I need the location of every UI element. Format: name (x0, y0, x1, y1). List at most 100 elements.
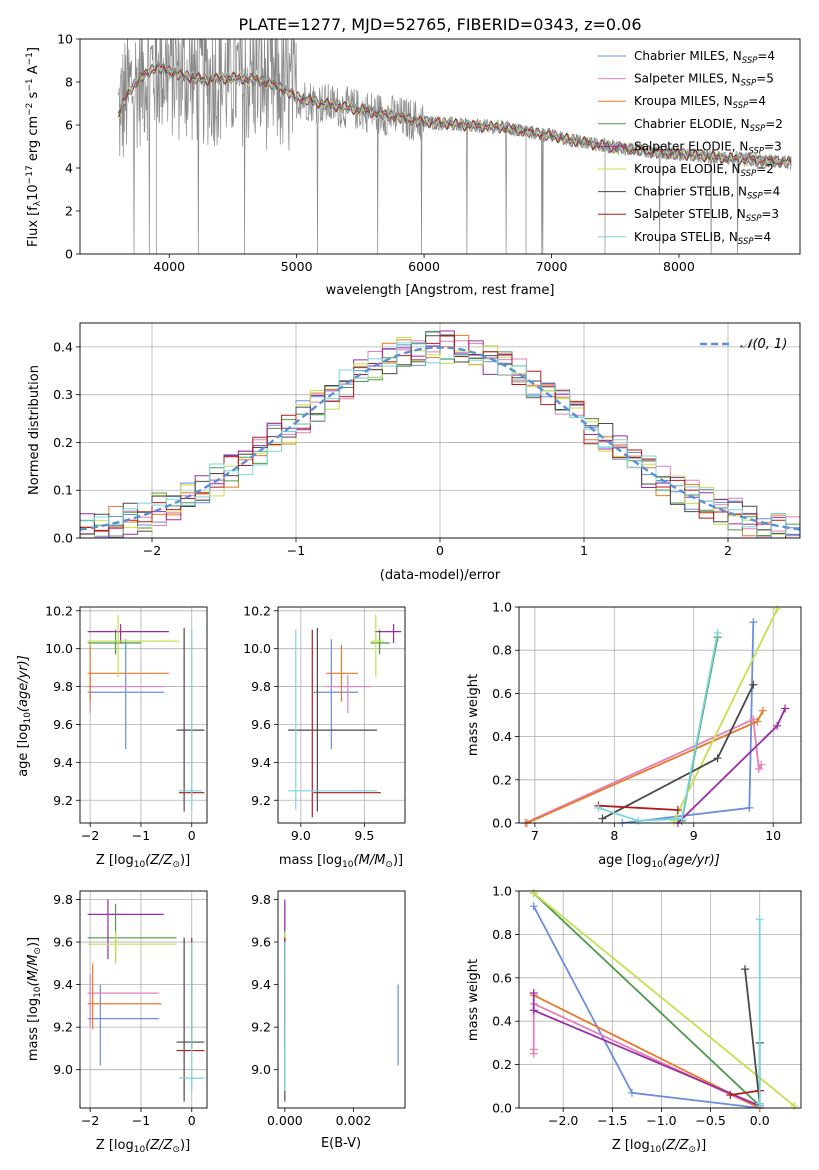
y-tick-label: 9.8 (53, 679, 73, 694)
y-tick-label: 0.2 (492, 772, 512, 787)
legend-label-post: =3 (761, 207, 779, 221)
legend-label-pre: Kroupa STELIB, N (634, 230, 738, 244)
y-tick-label: 9.0 (251, 1062, 271, 1077)
y-tick-label: 0.4 (492, 1014, 512, 1029)
y-tick-label: 10.2 (243, 603, 271, 618)
x-tick-label: 0 (436, 543, 444, 558)
mass-x-label: mass [log10(M/M⊙)] (279, 853, 403, 870)
y-tick-label: 9.6 (251, 717, 271, 732)
y-tick-label: 0.2 (492, 1057, 512, 1072)
mw-marker-salpeter_miles (754, 765, 763, 773)
y-tick-label: 9.8 (251, 679, 271, 694)
y-tick-label: 10 (57, 32, 73, 47)
legend-label-kroupa_stelib: Kroupa STELIB, NSSP=4 (634, 230, 771, 247)
y-tick-label: 0.4 (492, 729, 512, 744)
y-tick-label: 0 (65, 247, 73, 262)
legend-label-kroupa_miles: Kroupa MILES, NSSP=4 (634, 94, 766, 111)
y-tick-label: 4 (65, 161, 73, 176)
x-tick-label: 5000 (281, 259, 313, 274)
y-tick-label: 0.0 (53, 531, 73, 546)
mw-marker-kroupa_stelib (677, 814, 686, 823)
mw-series-salpeter_miles (525, 717, 763, 824)
legend-label-post: =4 (763, 185, 781, 199)
x-tick-label: −1.0 (646, 1113, 676, 1128)
legend-label-kroupa_elodie: Kroupa ELODIE, NSSP=2 (634, 162, 774, 179)
y-tick-label: 9.2 (251, 1020, 271, 1035)
mass-y-label: mass [log10(M/M⊙)] (26, 937, 43, 1061)
y-tick-label: 9.2 (53, 1020, 73, 1035)
residuals-panel: −2 −1 0 1 2 0.0 0.1 0.2 0.3 0.4 𝒩(0, 1) (53, 322, 801, 558)
y-tick-label: 0.3 (53, 387, 73, 402)
y-tick-label: 0.2 (53, 435, 73, 450)
legend-label-pre: Salpeter STELIB, N (634, 207, 746, 221)
y-tick-label: 9.4 (53, 755, 73, 770)
x-tick-label: −1 (287, 543, 305, 558)
mw-marker-salpeter_elodie (773, 721, 782, 730)
y-tick-label: 9.6 (53, 935, 73, 950)
y-tick-label: 0.6 (492, 970, 512, 985)
y-tick-label: 9.0 (53, 1062, 73, 1077)
y-tick-label: 1.0 (492, 884, 512, 899)
mw-series-chabrier_stelib (744, 969, 761, 1104)
x-tick-label: 7 (531, 828, 539, 843)
mw-marker-kroupa_elodie (773, 605, 782, 614)
mass-vs-EBV-panel: 0.000 0.002 9.0 9.2 9.4 9.6 9.8 (251, 890, 406, 1128)
x-tick-label: −2 (143, 543, 161, 558)
legend-label-sub: SSP (750, 124, 766, 134)
legend-label-salpeter_miles: Salpeter MILES, NSSP=5 (634, 72, 774, 89)
mw-marker-kroupa_miles (758, 706, 767, 715)
mw-marker-kroupa_elodie (790, 1101, 799, 1110)
mw-marker-kroupa_stelib (755, 1101, 764, 1110)
y-tick-label: 0.0 (492, 1101, 512, 1116)
axes-frame (79, 890, 208, 1109)
legend-label-post: =3 (764, 139, 782, 153)
mw-marker-kroupa_elodie (529, 889, 538, 898)
legend-label-post: =4 (754, 230, 772, 244)
x-tick-label: 0.000 (267, 1113, 303, 1128)
Z-x-label-3: Z [log10(Z/Z⊙)] (612, 1138, 706, 1155)
residual-plot (80, 330, 800, 538)
legend-label-sub: SSP (746, 214, 762, 224)
mw-series-salpeter_stelib (598, 804, 678, 811)
mw-marker-kroupa_elodie (669, 816, 678, 825)
x-tick-label: 2 (724, 543, 732, 558)
histogram-kroupa_stelib (80, 342, 800, 538)
legend-label-pre: Chabrier MILES, N (634, 49, 742, 63)
legend-label-sub: SSP (748, 146, 764, 156)
x-tick-label: 10 (765, 828, 781, 843)
x-tick-label: 7000 (536, 259, 568, 274)
y-tick-label: 9.4 (251, 977, 271, 992)
y-tick-label: 9.6 (53, 717, 73, 732)
mw-marker-chabrier_miles (749, 618, 758, 627)
axes-frame (277, 606, 406, 824)
y-tick-label: 9.2 (251, 793, 271, 808)
y-tick-label: 9.4 (53, 977, 73, 992)
y-tick-label: 9.6 (251, 935, 271, 950)
legend-label-sub: SSP (747, 192, 763, 202)
legend-label-chabrier_elodie: Chabrier ELODIE, NSSP=2 (634, 117, 783, 134)
legend-label-post: =4 (748, 94, 766, 108)
x-tick-label: 8000 (663, 259, 695, 274)
mw-marker-salpeter_stelib (673, 806, 682, 815)
x-tick-label: −0.5 (695, 1113, 725, 1128)
mw-marker-salpeter_elodie (781, 704, 790, 713)
mw-marker-kroupa_miles (753, 717, 762, 726)
mw-marker-salpeter_miles (757, 760, 766, 769)
mw-marker-chabrier_miles (745, 803, 754, 812)
spectrum-panel: 4000 5000 6000 7000 8000 0 2 4 6 8 10 Chabrier MILE… (57, 32, 801, 274)
figure-title: PLATE=1277, MJD=52765, FIBERID=0343, z=0… (238, 15, 641, 34)
legend-label-salpeter_elodie: Salpeter ELODIE, NSSP=3 (634, 139, 782, 156)
legend-label-pre: Kroupa ELODIE, N (634, 162, 741, 176)
model-spectrum-chabrier_stelib (117, 63, 792, 169)
mw-y-label-1: mass weight (466, 674, 481, 756)
x-tick-label: 9 (690, 828, 698, 843)
y-tick-label: 10.0 (243, 641, 271, 656)
age-x-label: age [log10(age/yr)] (598, 853, 720, 870)
y-tick-label: 10.0 (45, 641, 73, 656)
mw-marker-salpeter_stelib (726, 1090, 735, 1099)
axes-frame (277, 890, 406, 1109)
y-tick-label: 9.4 (251, 755, 271, 770)
legend-label-pre: Chabrier STELIB, N (634, 185, 747, 199)
